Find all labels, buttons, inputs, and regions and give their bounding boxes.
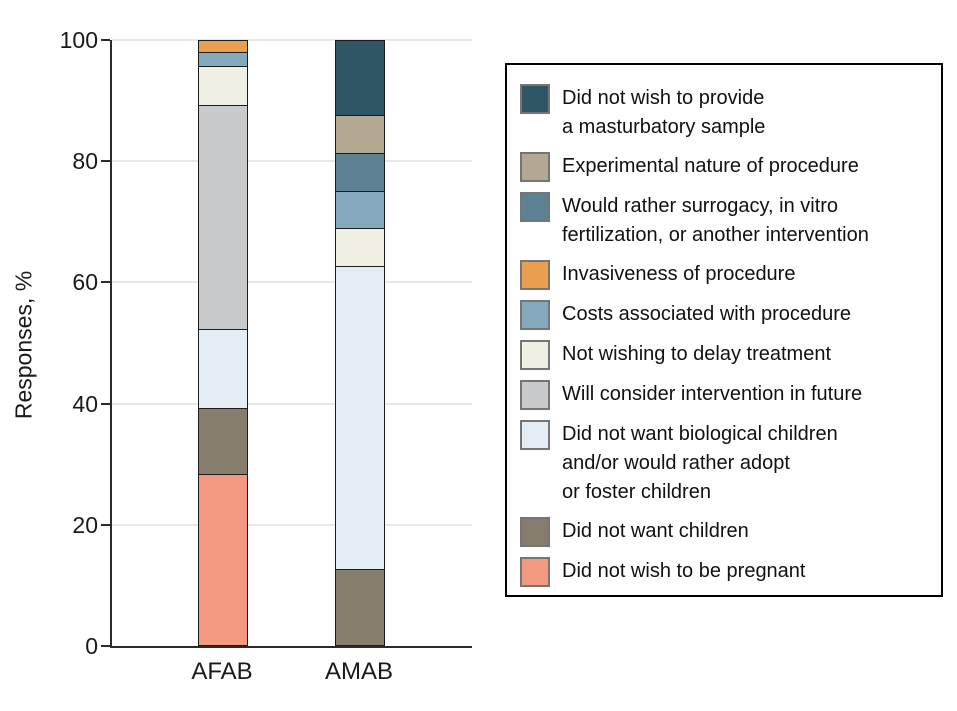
gridline: [112, 523, 472, 526]
legend-swatch: [520, 300, 550, 330]
legend-swatch: [520, 557, 550, 587]
bar-afab: [198, 40, 248, 646]
legend-item: Not wishing to delay treatment: [520, 340, 929, 370]
legend-swatch: [520, 517, 550, 547]
legend-swatch: [520, 192, 550, 222]
y-tick-mark: [101, 523, 110, 526]
bar-segment: [335, 115, 385, 154]
legend-item: Invasiveness of procedure: [520, 260, 929, 290]
y-tick-label: 80: [72, 148, 98, 175]
y-tick-mark: [101, 645, 110, 647]
plot-area: [110, 39, 472, 648]
bar-segment: [198, 105, 248, 330]
legend-label: Invasiveness of procedure: [562, 263, 796, 285]
y-tick-mark: [101, 160, 110, 163]
x-axis-label: AMAB: [324, 658, 393, 685]
legend-label: Would rather surrogacy, in vitro fertiliz…: [562, 195, 869, 246]
y-tick-label: 20: [72, 511, 98, 538]
legend-label: Not wishing to delay treatment: [562, 343, 832, 365]
bar-segment: [335, 153, 385, 192]
bar-segment: [198, 40, 248, 54]
legend-swatch: [520, 260, 550, 290]
legend-item: Costs associated with procedure: [520, 300, 929, 330]
legend-item: Did not wish to be pregnant: [520, 557, 929, 587]
bar-segment: [198, 408, 248, 475]
bar-segment: [198, 474, 248, 646]
gridline: [112, 160, 472, 163]
legend-label: Did not want children: [562, 520, 749, 542]
legend-swatch: [520, 84, 550, 114]
legend-label: Did not wish to be pregnant: [562, 560, 806, 582]
legend-item: Would rather surrogacy, in vitro fertiliz…: [520, 192, 929, 250]
gridline: [112, 281, 472, 284]
legend-box: Did not wish to provide a masturbatory sa…: [505, 63, 943, 597]
legend-label: Experimental nature of procedure: [562, 155, 859, 177]
legend-label: Did not wish to provide a masturbatory sa…: [562, 87, 766, 138]
y-tick-label: 0: [85, 633, 98, 659]
bar-segment: [198, 66, 248, 106]
bar-segment: [335, 267, 385, 571]
gridline: [112, 402, 472, 405]
y-tick-label: 60: [72, 269, 98, 296]
legend-item: Did not want biological children and/or w…: [520, 420, 929, 507]
bar-segment: [335, 40, 385, 116]
legend-item: Will consider intervention in future: [520, 380, 929, 410]
legend-swatch: [520, 380, 550, 410]
y-tick-mark: [101, 39, 110, 41]
x-axis-label: AFAB: [191, 658, 253, 685]
bar-segment: [335, 229, 385, 268]
y-tick-mark: [101, 402, 110, 405]
bar-segment: [335, 191, 385, 230]
legend-item: Did not want children: [520, 517, 929, 547]
legend-swatch: [520, 340, 550, 370]
y-tick-label: 40: [72, 390, 98, 417]
legend-label: Did not want biological children and/or w…: [562, 423, 838, 503]
bar-amab: [335, 40, 385, 646]
legend-swatch: [520, 152, 550, 182]
legend-swatch: [520, 420, 550, 450]
bar-segment: [198, 329, 248, 409]
gridline: [112, 39, 472, 41]
legend-item: Experimental nature of procedure: [520, 152, 929, 182]
y-tick-mark: [101, 281, 110, 284]
legend-item: Did not wish to provide a masturbatory sa…: [520, 84, 929, 142]
legend-label: Costs associated with procedure: [562, 303, 852, 325]
bar-segment: [198, 53, 248, 67]
legend-label: Will consider intervention in future: [562, 383, 863, 405]
bar-segment: [335, 570, 385, 646]
y-tick-label: 100: [59, 27, 98, 53]
